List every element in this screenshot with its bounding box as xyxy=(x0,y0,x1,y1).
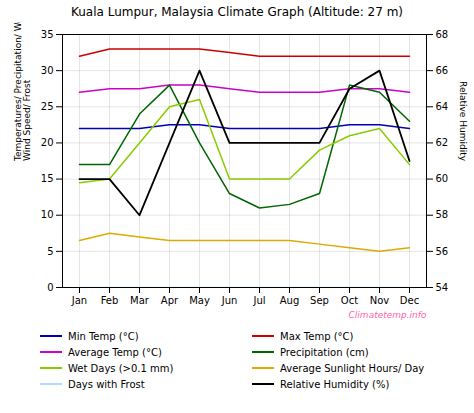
svg-text:Jan: Jan xyxy=(71,295,87,306)
svg-text:Temperatures/ Precipitation/ W: Temperatures/ Precipitation/ Wet Days/ S… xyxy=(13,22,32,162)
svg-text:Jul: Jul xyxy=(252,295,265,306)
svg-text:66: 66 xyxy=(436,65,449,76)
svg-text:Apr: Apr xyxy=(161,295,179,306)
svg-text:Dec: Dec xyxy=(400,295,419,306)
svg-text:May: May xyxy=(189,295,210,306)
html-text:Wet Days (>0.1 mm): Wet Days (>0.1 mm) xyxy=(68,362,174,374)
html-text:Precipitation (cm): Precipitation (cm) xyxy=(280,346,369,358)
svg-text:64: 64 xyxy=(436,101,449,112)
svg-text:Oct: Oct xyxy=(341,295,358,306)
svg-text:62: 62 xyxy=(436,137,449,148)
svg-text:Jun: Jun xyxy=(221,295,238,306)
svg-text:Feb: Feb xyxy=(101,295,119,306)
html-text:Min Temp (°C): Min Temp (°C) xyxy=(68,330,139,342)
html-text:Kuala Lumpur, Malaysia Climate: Kuala Lumpur, Malaysia Climate Graph (Al… xyxy=(71,5,403,19)
svg-text:Aug: Aug xyxy=(280,295,300,306)
svg-text:58: 58 xyxy=(436,209,449,220)
svg-text:Climatetemp.info: Climatetemp.info xyxy=(349,310,427,320)
html-text:Average Sunlight Hours/ Day: Average Sunlight Hours/ Day xyxy=(280,362,425,374)
svg-text:25: 25 xyxy=(41,101,54,112)
svg-text:60: 60 xyxy=(436,173,449,184)
svg-text:68: 68 xyxy=(436,29,449,40)
svg-text:Relative Humidity: Relative Humidity xyxy=(458,81,468,162)
svg-text:20: 20 xyxy=(41,137,54,148)
svg-text:30: 30 xyxy=(41,65,54,76)
svg-text:10: 10 xyxy=(41,209,54,220)
svg-text:0: 0 xyxy=(47,282,53,293)
svg-text:Nov: Nov xyxy=(370,295,390,306)
html-text:Average Temp (°C): Average Temp (°C) xyxy=(68,346,162,358)
svg-text:35: 35 xyxy=(41,29,54,40)
html-text:Days with Frost: Days with Frost xyxy=(68,378,145,390)
svg-text:15: 15 xyxy=(41,173,54,184)
svg-text:5: 5 xyxy=(47,246,53,257)
html-text:Relative Humidity (%): Relative Humidity (%) xyxy=(280,378,390,390)
svg-text:Sep: Sep xyxy=(310,295,329,306)
svg-text:Mar: Mar xyxy=(130,295,150,306)
svg-text:54: 54 xyxy=(436,282,449,293)
svg-text:56: 56 xyxy=(436,246,449,257)
html-text:Max Temp (°C): Max Temp (°C) xyxy=(280,330,354,342)
